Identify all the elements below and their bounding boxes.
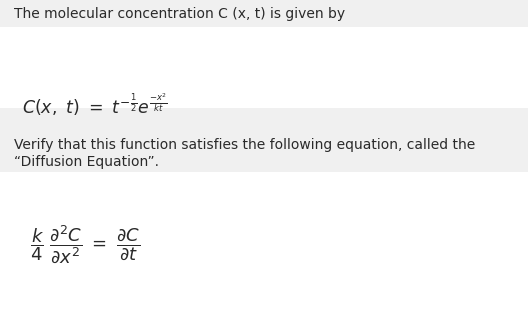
Text: The molecular concentration C (x, t) is given by: The molecular concentration C (x, t) is … <box>14 7 345 21</box>
Text: Verify that this function satisfies the following equation, called the: Verify that this function satisfies the … <box>14 138 475 152</box>
Text: $\mathit{C}(\mathit{x},\ \mathit{t})\ =\ \mathit{t}^{-\frac{1}{2}}\mathit{e}^{\f: $\mathit{C}(\mathit{x},\ \mathit{t})\ =\… <box>22 92 168 118</box>
Bar <box>0 0 528 27</box>
Bar <box>0 108 528 172</box>
Text: $\dfrac{\mathit{k}}{4}\ \dfrac{\partial^2 \mathit{C}}{\partial \mathit{x}^2}\ =\: $\dfrac{\mathit{k}}{4}\ \dfrac{\partial^… <box>30 224 140 266</box>
Text: “Diffusion Equation”.: “Diffusion Equation”. <box>14 155 159 169</box>
